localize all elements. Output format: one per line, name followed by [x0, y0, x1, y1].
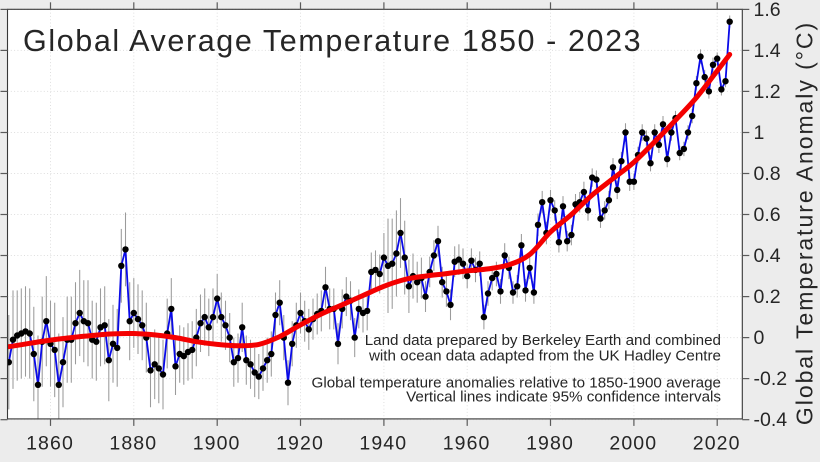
svg-text:1860: 1860: [26, 432, 74, 454]
svg-text:1: 1: [754, 122, 765, 144]
svg-text:2020: 2020: [693, 432, 741, 454]
svg-text:0: 0: [754, 327, 765, 349]
svg-text:Global temperature anomalies r: Global temperature anomalies relative to…: [312, 374, 721, 391]
svg-text:Vertical lines indicate 95% co: Vertical lines indicate 95% confidence i…: [406, 389, 721, 406]
svg-text:1920: 1920: [276, 432, 324, 454]
svg-text:1980: 1980: [526, 432, 574, 454]
svg-text:0.6: 0.6: [754, 204, 781, 226]
svg-text:1.4: 1.4: [754, 40, 781, 62]
svg-text:Land data prepared by Berkeley: Land data prepared by Berkeley Earth and…: [365, 332, 721, 349]
svg-text:0.8: 0.8: [754, 163, 781, 185]
svg-text:-0.4: -0.4: [754, 409, 788, 431]
svg-text:2000: 2000: [609, 432, 657, 454]
svg-text:1880: 1880: [109, 432, 157, 454]
svg-text:1.6: 1.6: [754, 0, 781, 21]
svg-text:0.2: 0.2: [754, 286, 781, 308]
svg-text:-0.2: -0.2: [754, 368, 788, 390]
svg-text:Global Average Temperature 185: Global Average Temperature 1850 - 2023: [23, 24, 642, 58]
svg-text:1.2: 1.2: [754, 81, 781, 103]
svg-text:0.4: 0.4: [754, 245, 781, 267]
svg-text:1960: 1960: [443, 432, 491, 454]
svg-text:1940: 1940: [359, 432, 407, 454]
svg-text:1900: 1900: [193, 432, 241, 454]
svg-text:Global Temperature Anomaly (°C: Global Temperature Anomaly (°C): [792, 21, 818, 425]
svg-text:with ocean data adapted from t: with ocean data adapted from the UK Hadl…: [368, 348, 721, 365]
